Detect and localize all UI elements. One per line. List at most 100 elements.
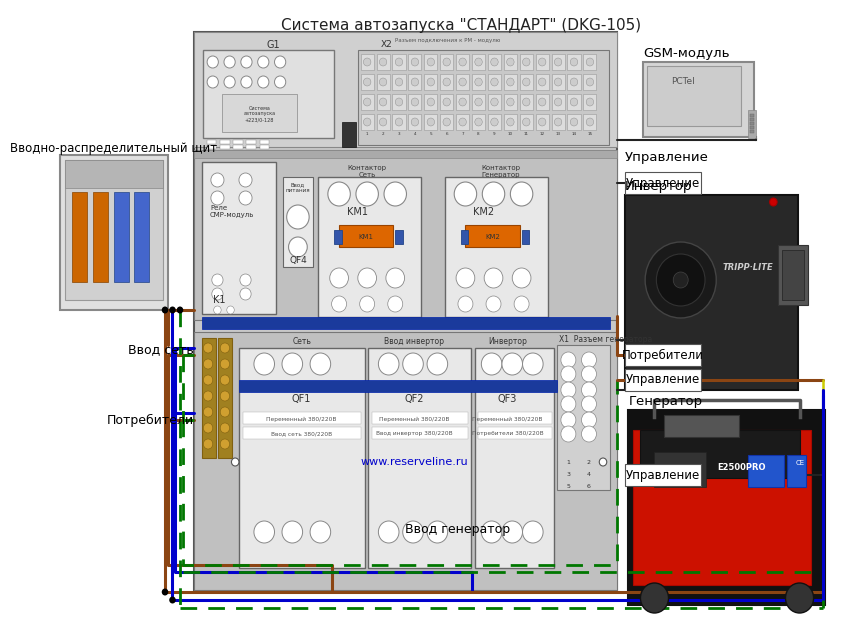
Bar bbox=[787, 455, 806, 487]
Text: TRIPP·LITE: TRIPP·LITE bbox=[723, 264, 773, 272]
Circle shape bbox=[459, 98, 467, 106]
Bar bbox=[360, 114, 374, 130]
Circle shape bbox=[570, 118, 578, 126]
Circle shape bbox=[162, 306, 168, 314]
Bar bbox=[461, 230, 469, 244]
Bar bbox=[239, 348, 365, 568]
Text: Потребители: Потребители bbox=[107, 414, 194, 426]
Circle shape bbox=[673, 272, 688, 288]
Circle shape bbox=[275, 76, 286, 88]
Circle shape bbox=[395, 98, 403, 106]
Circle shape bbox=[554, 78, 562, 86]
Text: 13: 13 bbox=[555, 132, 560, 136]
Circle shape bbox=[212, 274, 223, 286]
Circle shape bbox=[204, 375, 213, 385]
Circle shape bbox=[330, 268, 348, 288]
Circle shape bbox=[364, 58, 371, 66]
Circle shape bbox=[227, 306, 235, 314]
Circle shape bbox=[379, 78, 387, 86]
Bar bbox=[220, 140, 229, 144]
Circle shape bbox=[475, 118, 482, 126]
Circle shape bbox=[411, 98, 418, 106]
Text: Управление: Управление bbox=[626, 374, 700, 386]
Circle shape bbox=[427, 98, 435, 106]
Circle shape bbox=[475, 98, 482, 106]
Bar bbox=[567, 74, 580, 90]
Text: Сеть: Сеть bbox=[292, 337, 311, 346]
Bar bbox=[633, 430, 811, 585]
Circle shape bbox=[454, 182, 476, 206]
Circle shape bbox=[211, 191, 224, 205]
Circle shape bbox=[459, 118, 467, 126]
Bar bbox=[584, 74, 597, 90]
Text: Переменный 380/220В: Переменный 380/220В bbox=[267, 416, 337, 422]
Bar bbox=[456, 94, 469, 110]
Bar bbox=[372, 427, 469, 439]
Text: 6: 6 bbox=[587, 484, 591, 489]
Bar bbox=[552, 74, 565, 90]
Circle shape bbox=[204, 391, 213, 401]
Text: Инвертор: Инвертор bbox=[488, 337, 527, 346]
Text: 4: 4 bbox=[414, 132, 417, 136]
Circle shape bbox=[364, 118, 371, 126]
Bar bbox=[584, 94, 597, 110]
Circle shape bbox=[288, 237, 307, 257]
Circle shape bbox=[522, 78, 530, 86]
Circle shape bbox=[458, 296, 473, 312]
Bar bbox=[342, 122, 356, 147]
Bar bbox=[377, 74, 390, 90]
Bar bbox=[372, 412, 469, 424]
Bar bbox=[247, 140, 255, 144]
Bar bbox=[409, 94, 422, 110]
Circle shape bbox=[239, 191, 252, 205]
Text: 8: 8 bbox=[477, 132, 480, 136]
Circle shape bbox=[207, 56, 218, 68]
Text: Потребители: Потребители bbox=[622, 349, 704, 361]
Circle shape bbox=[220, 407, 229, 417]
Circle shape bbox=[475, 78, 482, 86]
Bar bbox=[194, 32, 617, 147]
Circle shape bbox=[554, 98, 562, 106]
Bar bbox=[552, 54, 565, 70]
Circle shape bbox=[522, 58, 530, 66]
Circle shape bbox=[522, 98, 530, 106]
Text: CE: CE bbox=[796, 460, 805, 466]
Circle shape bbox=[332, 296, 346, 312]
Circle shape bbox=[220, 343, 229, 353]
Circle shape bbox=[570, 58, 578, 66]
Bar bbox=[242, 427, 360, 439]
Circle shape bbox=[220, 375, 229, 385]
Bar bbox=[520, 114, 533, 130]
Text: KM1: KM1 bbox=[346, 207, 367, 217]
Bar bbox=[207, 140, 216, 144]
Circle shape bbox=[770, 198, 777, 206]
Circle shape bbox=[581, 366, 597, 382]
Bar bbox=[504, 114, 517, 130]
Text: Реле
СМР-модуль: Реле СМР-модуль bbox=[210, 206, 255, 219]
Bar bbox=[624, 464, 701, 486]
Bar bbox=[567, 54, 580, 70]
Text: X1  Разъем генератора: X1 Разъем генератора bbox=[559, 335, 652, 344]
Circle shape bbox=[482, 182, 505, 206]
Bar bbox=[424, 54, 437, 70]
Bar bbox=[472, 94, 485, 110]
Bar bbox=[504, 94, 517, 110]
Bar bbox=[778, 245, 808, 305]
Text: 6: 6 bbox=[445, 132, 448, 136]
Circle shape bbox=[554, 118, 562, 126]
Bar bbox=[472, 74, 485, 90]
Text: X2: X2 bbox=[381, 40, 393, 49]
Bar bbox=[750, 122, 753, 125]
Bar bbox=[567, 94, 580, 110]
Circle shape bbox=[282, 521, 302, 543]
Circle shape bbox=[456, 268, 475, 288]
Text: 5: 5 bbox=[566, 484, 571, 489]
Circle shape bbox=[507, 118, 514, 126]
Text: 15: 15 bbox=[587, 132, 592, 136]
Circle shape bbox=[211, 173, 224, 187]
Bar bbox=[536, 54, 549, 70]
Circle shape bbox=[254, 521, 275, 543]
Text: Ввод генератор: Ввод генератор bbox=[405, 524, 511, 536]
Text: KM2: KM2 bbox=[485, 234, 500, 240]
Text: 3: 3 bbox=[566, 471, 571, 476]
